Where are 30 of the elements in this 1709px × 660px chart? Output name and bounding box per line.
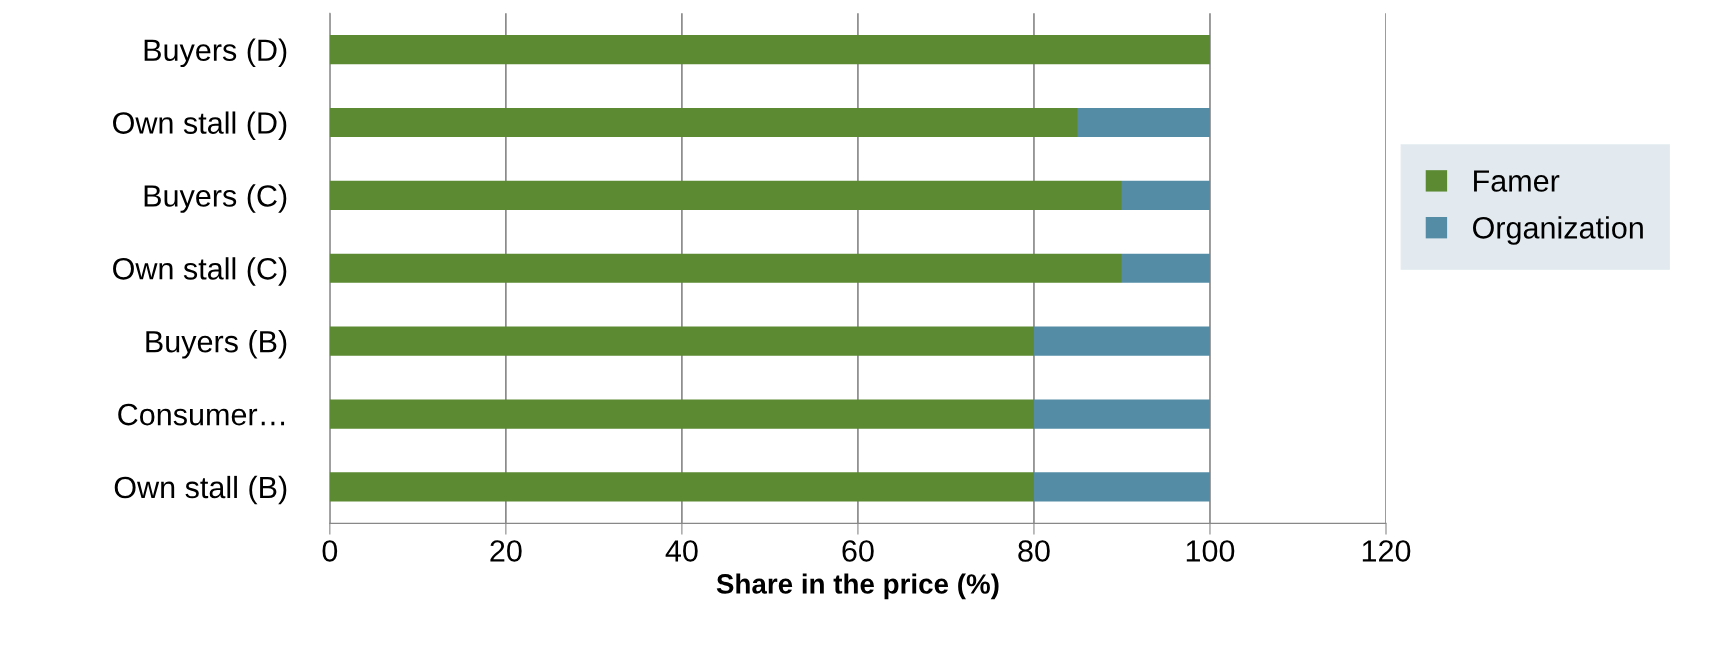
y-tick-label: Buyers (D) <box>144 38 287 68</box>
x-tick-label: 60 <box>842 540 874 562</box>
x-tick-label: 80 <box>1018 540 1050 562</box>
bar <box>1121 253 1210 283</box>
bar <box>329 326 1034 356</box>
bar <box>1121 180 1210 210</box>
x-axis-title: Share in the price (%) <box>716 573 999 600</box>
x-tick-label: 40 <box>665 540 698 562</box>
bar <box>1033 399 1210 429</box>
x-tick-label: 100 <box>1186 540 1235 562</box>
bar <box>1077 107 1210 138</box>
bar <box>329 180 1122 210</box>
y-tick-label: Own stall (D) <box>113 111 287 140</box>
bar <box>329 253 1122 283</box>
x-tick-label: 0 <box>322 540 338 562</box>
x-tick-label: 120 <box>1362 540 1411 562</box>
legend-label: Organization <box>1473 216 1643 245</box>
bar <box>329 107 1078 138</box>
bar <box>1033 472 1210 502</box>
bar <box>329 35 1210 65</box>
bar <box>329 399 1034 429</box>
y-tick-label: Own stall (C) <box>113 257 287 286</box>
y-tick-label: Consumer… <box>118 403 285 426</box>
y-tick-label: Buyers (C) <box>144 184 287 213</box>
bar <box>329 472 1034 502</box>
x-tick-label: 20 <box>490 540 522 562</box>
legend-label: Famer <box>1474 170 1560 192</box>
y-tick-label: Buyers (B) <box>146 330 287 359</box>
bar <box>1033 326 1210 356</box>
y-tick-label: Own stall (B) <box>114 475 287 505</box>
